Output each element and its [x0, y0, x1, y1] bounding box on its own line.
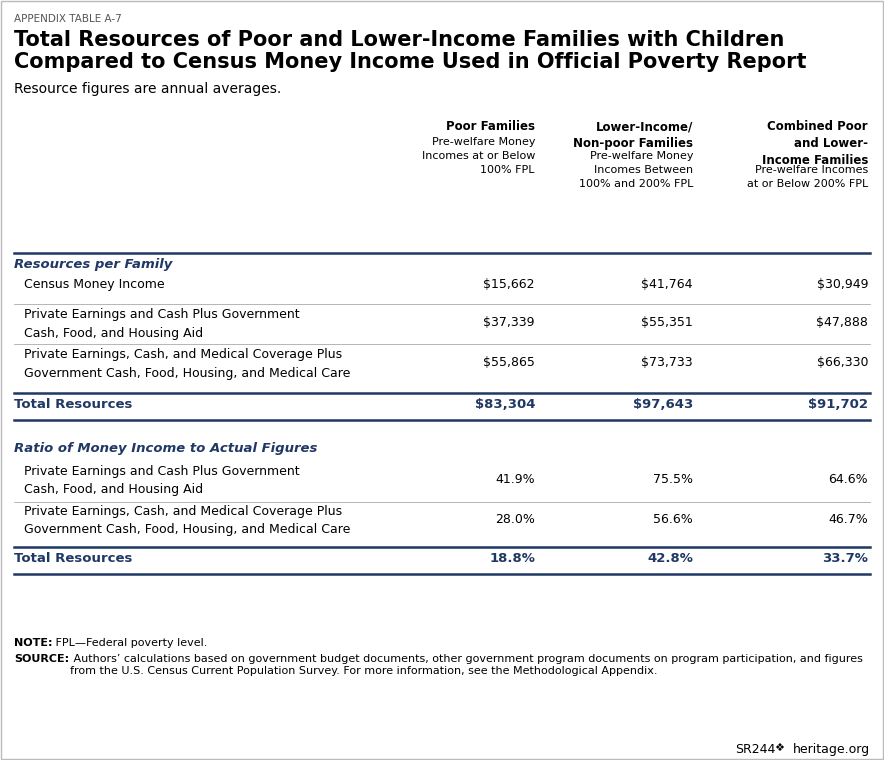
Text: 75.5%: 75.5%	[653, 473, 693, 486]
Text: Ratio of Money Income to Actual Figures: Ratio of Money Income to Actual Figures	[14, 442, 317, 455]
Text: $15,662: $15,662	[484, 278, 535, 291]
Text: Poor Families: Poor Families	[446, 120, 535, 133]
Text: Private Earnings, Cash, and Medical Coverage Plus
Government Cash, Food, Housing: Private Earnings, Cash, and Medical Cove…	[24, 348, 350, 379]
Text: Lower-Income/
Non-poor Families: Lower-Income/ Non-poor Families	[573, 120, 693, 150]
Text: Authors’ calculations based on government budget documents, other government pro: Authors’ calculations based on governmen…	[70, 654, 863, 676]
Text: Pre-welfare Money
Incomes at or Below
100% FPL: Pre-welfare Money Incomes at or Below 10…	[422, 137, 535, 175]
Text: $30,949: $30,949	[817, 278, 868, 291]
Text: $37,339: $37,339	[484, 316, 535, 329]
Text: ❖: ❖	[774, 743, 784, 753]
Text: $55,351: $55,351	[641, 316, 693, 329]
Text: $55,865: $55,865	[484, 356, 535, 369]
Text: Resources per Family: Resources per Family	[14, 258, 172, 271]
Text: $47,888: $47,888	[816, 316, 868, 329]
Text: 42.8%: 42.8%	[647, 552, 693, 565]
Text: SOURCE:: SOURCE:	[14, 654, 69, 664]
Text: 41.9%: 41.9%	[495, 473, 535, 486]
Text: $73,733: $73,733	[642, 356, 693, 369]
Text: FPL—Federal poverty level.: FPL—Federal poverty level.	[52, 638, 208, 648]
Text: 56.6%: 56.6%	[653, 513, 693, 526]
Text: Total Resources: Total Resources	[14, 398, 133, 411]
Text: Private Earnings and Cash Plus Government
Cash, Food, and Housing Aid: Private Earnings and Cash Plus Governmen…	[24, 308, 300, 340]
Text: Pre-welfare Money
Incomes Between
100% and 200% FPL: Pre-welfare Money Incomes Between 100% a…	[579, 151, 693, 189]
Text: Census Money Income: Census Money Income	[24, 278, 164, 291]
Text: 33.7%: 33.7%	[822, 552, 868, 565]
Text: $91,702: $91,702	[808, 398, 868, 411]
Text: APPENDIX TABLE A-7: APPENDIX TABLE A-7	[14, 14, 122, 24]
Text: 64.6%: 64.6%	[828, 473, 868, 486]
Text: 46.7%: 46.7%	[828, 513, 868, 526]
Text: 18.8%: 18.8%	[489, 552, 535, 565]
Text: $83,304: $83,304	[475, 398, 535, 411]
Text: Resource figures are annual averages.: Resource figures are annual averages.	[14, 82, 281, 96]
Text: Total Resources: Total Resources	[14, 552, 133, 565]
Text: Pre-welfare Incomes
at or Below 200% FPL: Pre-welfare Incomes at or Below 200% FPL	[747, 165, 868, 189]
Text: Total Resources of Poor and Lower-Income Families with Children: Total Resources of Poor and Lower-Income…	[14, 30, 784, 50]
Text: SR244: SR244	[735, 743, 776, 756]
Text: Combined Poor
and Lower-
Income Families: Combined Poor and Lower- Income Families	[762, 120, 868, 167]
Text: $66,330: $66,330	[817, 356, 868, 369]
Text: heritage.org: heritage.org	[793, 743, 870, 756]
Text: Compared to Census Money Income Used in Official Poverty Report: Compared to Census Money Income Used in …	[14, 52, 806, 72]
Text: Private Earnings, Cash, and Medical Coverage Plus
Government Cash, Food, Housing: Private Earnings, Cash, and Medical Cove…	[24, 505, 350, 537]
Text: Private Earnings and Cash Plus Government
Cash, Food, and Housing Aid: Private Earnings and Cash Plus Governmen…	[24, 465, 300, 496]
Text: $97,643: $97,643	[633, 398, 693, 411]
Text: $41,764: $41,764	[642, 278, 693, 291]
Text: 28.0%: 28.0%	[495, 513, 535, 526]
Text: NOTE:: NOTE:	[14, 638, 52, 648]
